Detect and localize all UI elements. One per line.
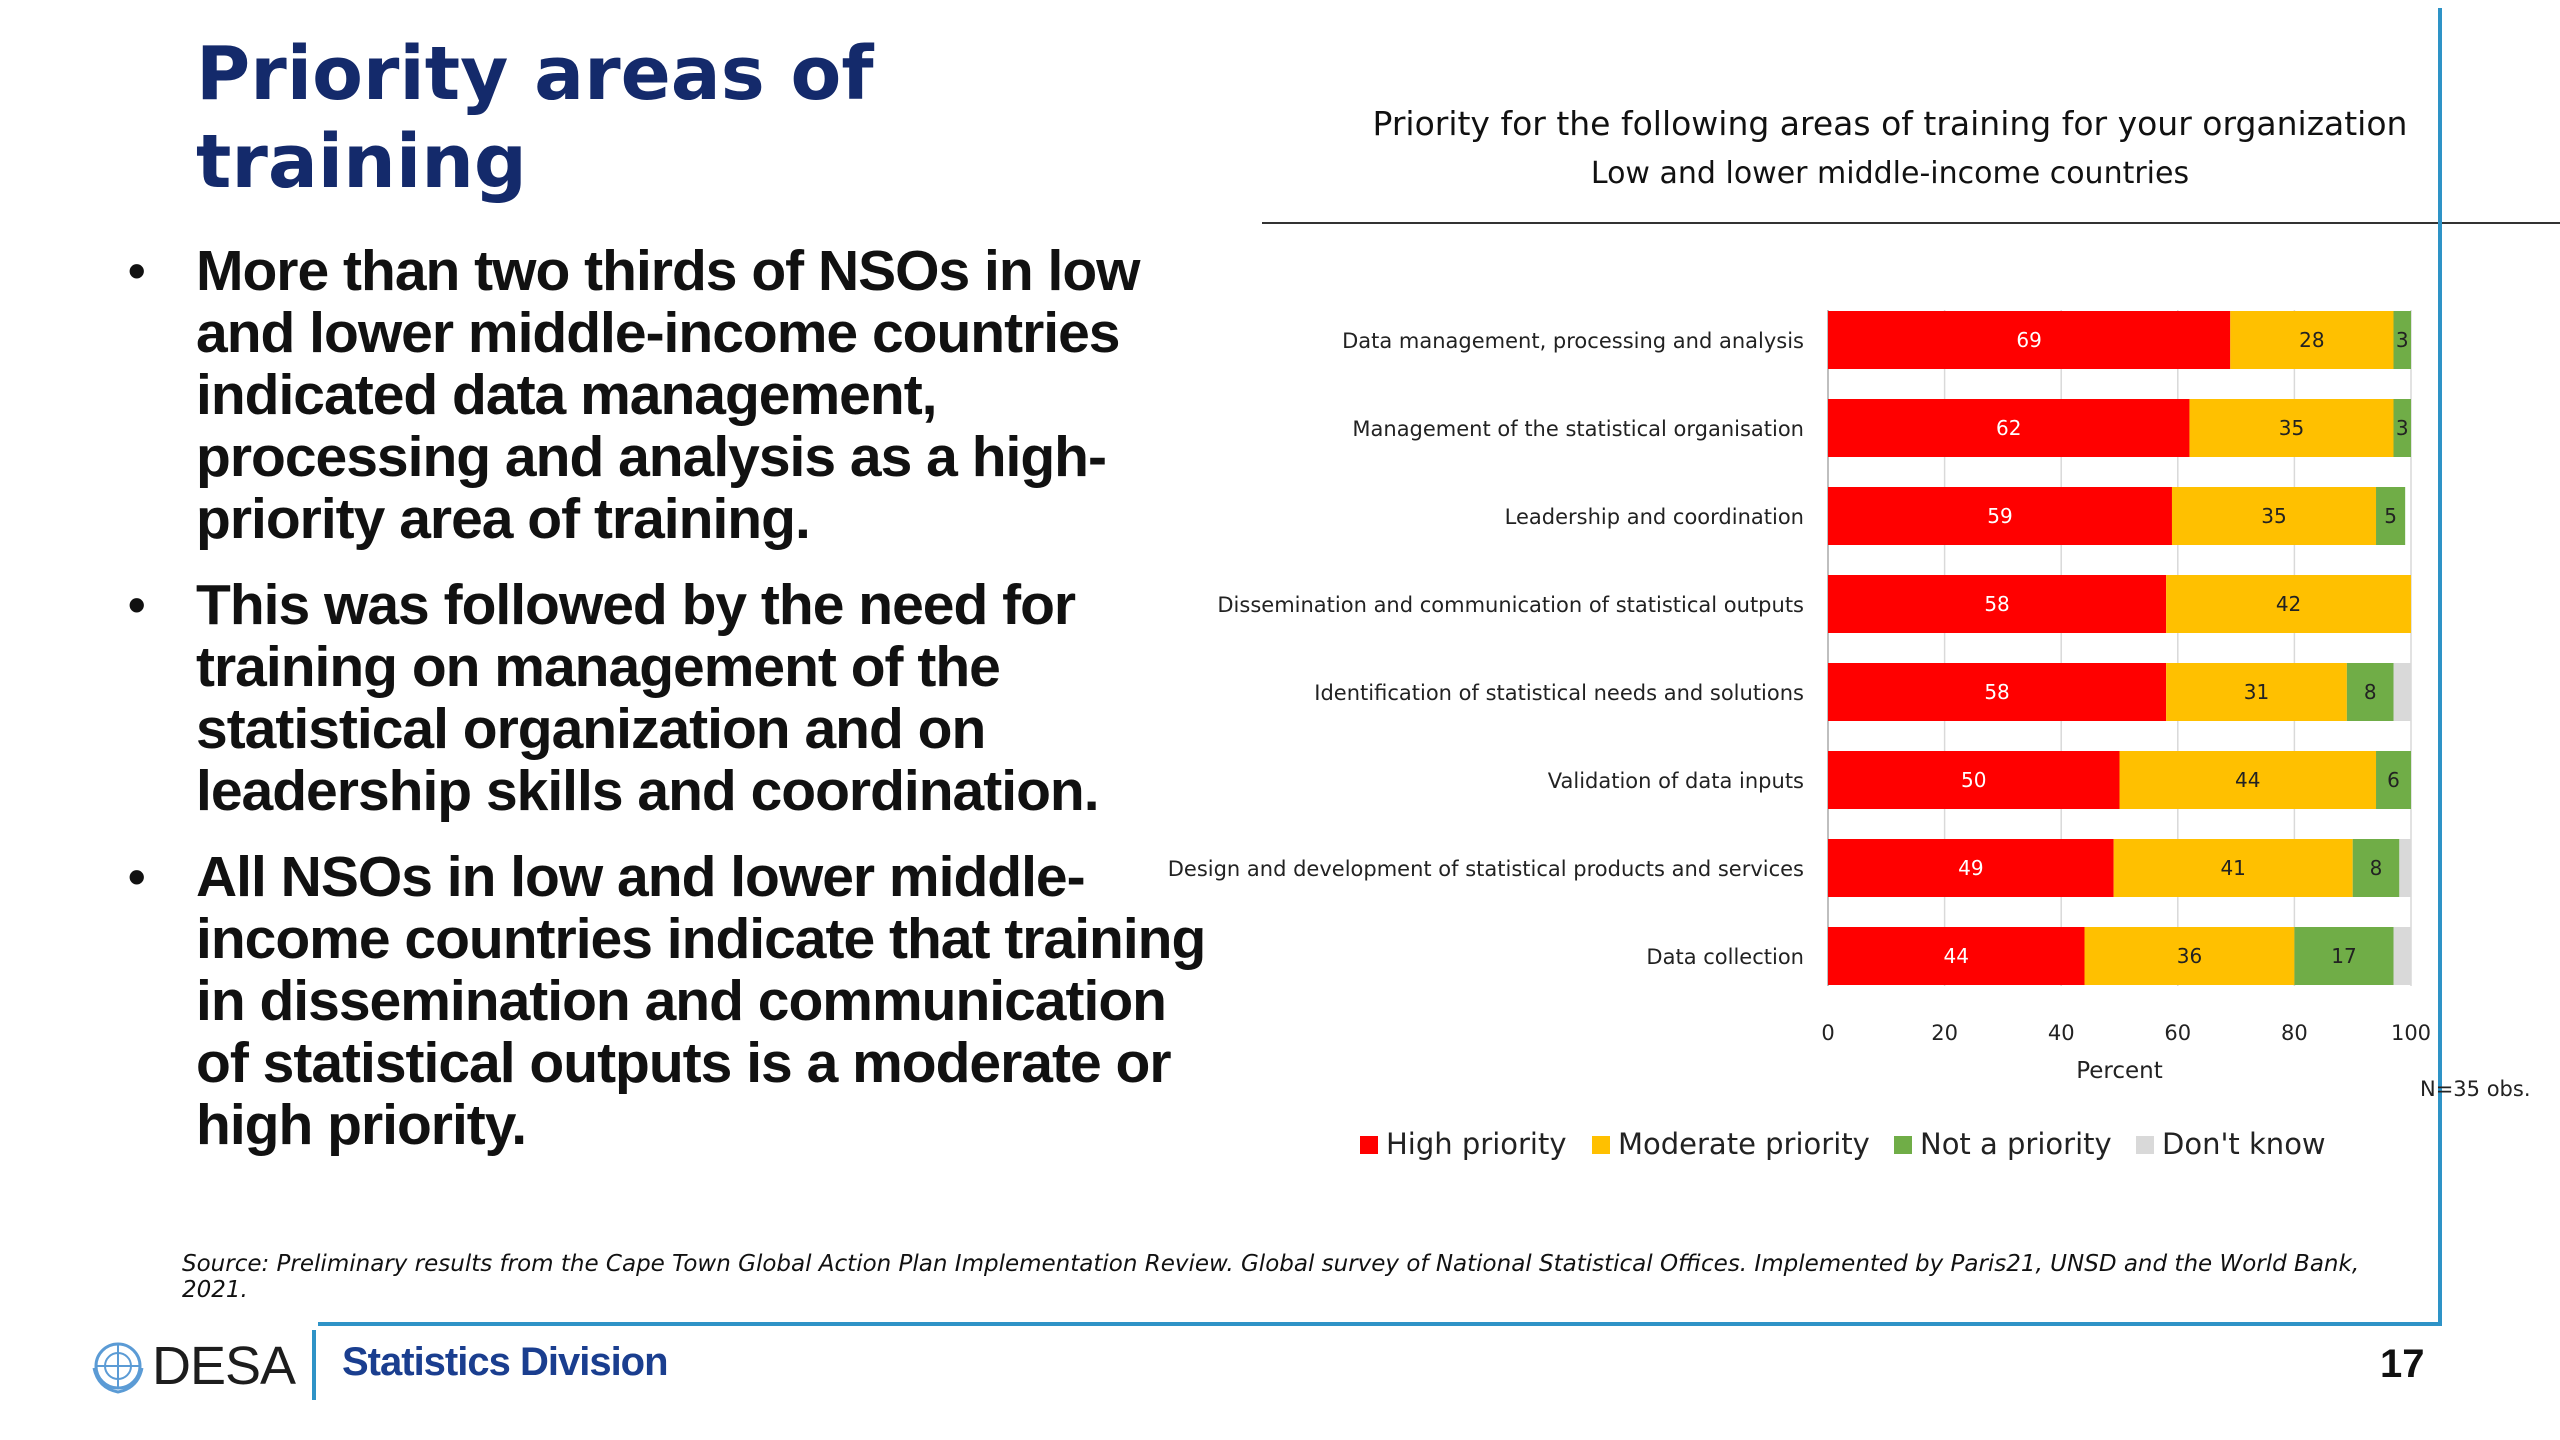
bar-segment	[1828, 751, 2120, 809]
bar-segment	[2119, 751, 2377, 809]
data-label: 58	[1984, 592, 2009, 616]
division-name: Statistics Division	[342, 1340, 669, 1384]
legend-swatch	[1592, 1136, 1610, 1154]
x-tick-label: 80	[2281, 1021, 2308, 1045]
bar-segment	[2393, 311, 2411, 369]
chart-title: Priority for the following areas of trai…	[1372, 104, 2408, 143]
bar-segment	[1828, 399, 2190, 457]
bar-segment	[2352, 839, 2400, 897]
bar-segment	[1828, 575, 2167, 633]
bar-segment	[2171, 487, 2377, 545]
bullet-dot: •	[128, 243, 145, 299]
legend-label: High priority	[1386, 1127, 1567, 1161]
data-label: 44	[2235, 768, 2260, 792]
data-label: 62	[1996, 416, 2021, 440]
data-label: 3	[2396, 416, 2409, 440]
logo-text: DESA	[152, 1336, 296, 1396]
bullet-text: This was followed by the need for traini…	[196, 573, 1100, 823]
x-tick-label: 60	[2164, 1021, 2191, 1045]
bullet-text: More than two thirds of NSOs in low and …	[196, 239, 1140, 551]
page-number: 17	[2380, 1342, 2425, 1386]
bar-segment	[1828, 311, 2231, 369]
footer-separator	[312, 1330, 316, 1400]
data-label: 59	[1987, 504, 2012, 528]
category-label: Data collection	[1646, 945, 1804, 969]
legend-swatch	[1894, 1136, 1912, 1154]
data-label: 28	[2299, 328, 2324, 352]
legend-swatch	[2136, 1136, 2154, 1154]
bar-segment	[2166, 663, 2347, 721]
bullet-list: • More than two thirds of NSOs in low and…	[120, 240, 1230, 1180]
stacked-bar-chart: 0 20 40 60 80 100 Percent N=35 obs. Data managem…	[1168, 310, 2531, 1161]
bar-segment	[2189, 399, 2394, 457]
bar-segment	[2230, 311, 2394, 369]
data-label: 35	[2261, 504, 2286, 528]
bar-segment	[1828, 839, 2114, 897]
data-label: 49	[1958, 856, 1983, 880]
data-label: 41	[2220, 856, 2245, 880]
sample-size-note: N=35 obs.	[2420, 1077, 2531, 1101]
right-accent-line	[2438, 8, 2442, 1324]
bottom-accent-line	[318, 1322, 2442, 1326]
bullet-item: • More than two thirds of NSOs in low and…	[120, 240, 1230, 550]
data-label: 42	[2276, 592, 2301, 616]
bar-segment	[1828, 487, 2172, 545]
bar-segment	[2084, 927, 2295, 985]
bullet-item: • This was followed by the need for train…	[120, 574, 1230, 822]
data-label: 5	[2384, 504, 2397, 528]
source-note: Source: Preliminary results from the Cap…	[182, 1251, 2360, 1303]
bar-segment	[2294, 927, 2394, 985]
x-axis-label: Percent	[2076, 1058, 2163, 1084]
bullet-item: • All NSOs in low and lower middle-income…	[120, 846, 1230, 1156]
bar-segment	[2113, 839, 2353, 897]
data-label: 8	[2364, 680, 2377, 704]
chart-subtitle: Low and lower middle-income countries	[1590, 156, 2190, 191]
bar-segment	[2346, 663, 2394, 721]
bar-segment	[2376, 487, 2406, 545]
category-label: Dissemination and communication of stati…	[1217, 593, 1804, 617]
data-label: 35	[2279, 416, 2304, 440]
category-label: Design and development of statistical pr…	[1168, 857, 1804, 881]
category-label: Leadership and coordination	[1505, 505, 1804, 529]
bar-segment	[2399, 839, 2411, 897]
category-label: Validation of data inputs	[1548, 769, 1804, 793]
data-label: 3	[2396, 328, 2409, 352]
x-tick-label: 100	[2391, 1021, 2431, 1045]
data-label: 6	[2387, 768, 2400, 792]
data-label: 50	[1961, 768, 1986, 792]
bar-segment	[2393, 663, 2411, 721]
legend-label: Moderate priority	[1618, 1127, 1870, 1161]
category-label: Data management, processing and analysis	[1342, 329, 1804, 353]
legend-swatch	[1360, 1136, 1378, 1154]
bar-segment	[2376, 751, 2411, 809]
legend-label: Don't know	[2162, 1127, 2326, 1161]
data-label: 58	[1984, 680, 2009, 704]
header-rule	[1262, 222, 2560, 224]
category-label: Management of the statistical organisati…	[1352, 417, 1804, 441]
bar-segment	[2393, 927, 2411, 985]
data-label: 17	[2331, 944, 2356, 968]
bar-segment	[2166, 575, 2411, 633]
desa-logo: DESA	[90, 1332, 296, 1400]
slide-title: Priority areas of training	[196, 31, 874, 205]
category-label: Identification of statistical needs and …	[1314, 681, 1804, 705]
data-label: 31	[2244, 680, 2269, 704]
bar-segment	[1828, 927, 2085, 985]
data-label: 69	[2016, 328, 2041, 352]
x-tick-label: 0	[1821, 1021, 1834, 1045]
bullet-dot: •	[128, 577, 145, 633]
x-tick-label: 20	[1931, 1021, 1958, 1045]
bar-segment	[2393, 399, 2411, 457]
bullet-text: All NSOs in low and lower middle-income …	[196, 845, 1206, 1157]
bar-segment	[1828, 663, 2167, 721]
data-label: 8	[2370, 856, 2383, 880]
data-label: 44	[1944, 944, 1969, 968]
x-tick-label: 40	[2048, 1021, 2075, 1045]
un-emblem-icon	[92, 1342, 144, 1394]
legend-label: Not a priority	[1920, 1127, 2112, 1161]
data-label: 36	[2177, 944, 2202, 968]
bullet-dot: •	[128, 849, 145, 905]
